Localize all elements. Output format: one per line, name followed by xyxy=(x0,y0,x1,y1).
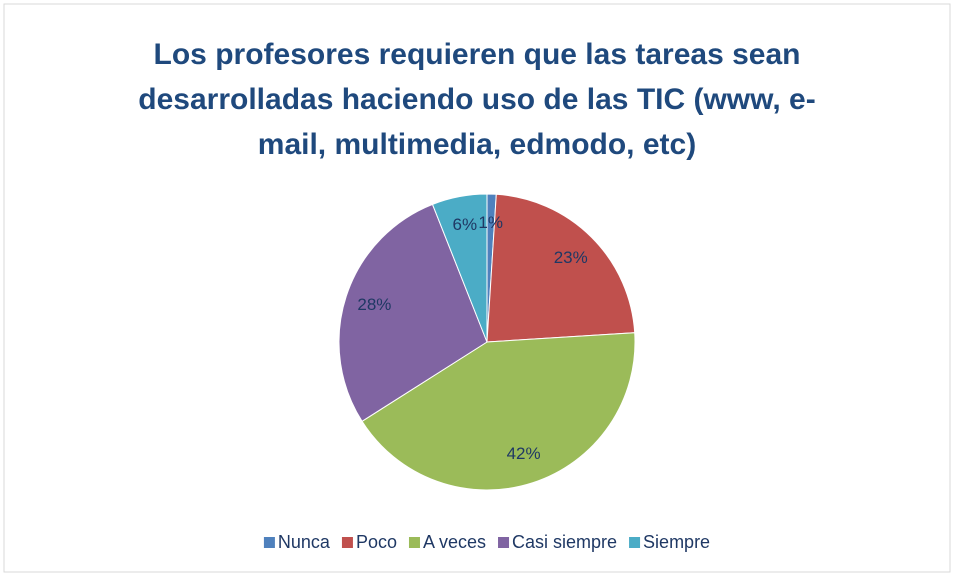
legend-label: Nunca xyxy=(278,532,331,552)
data-label: 6% xyxy=(453,215,478,234)
data-label: 28% xyxy=(357,295,391,314)
chart-border xyxy=(3,3,951,573)
legend-swatch xyxy=(341,537,353,548)
legend-label: A veces xyxy=(423,532,486,552)
data-label: 42% xyxy=(507,444,541,463)
legend-label: Siempre xyxy=(643,532,710,552)
legend-swatch xyxy=(263,537,275,548)
legend-swatch xyxy=(629,537,641,548)
pie-slice xyxy=(486,193,636,343)
pie-slice xyxy=(431,193,488,343)
legend-swatch xyxy=(408,537,420,548)
chart-title: Los profesores requieren que las tareas … xyxy=(138,38,816,161)
legend-label: Poco xyxy=(356,532,397,552)
data-label: 1% xyxy=(478,213,503,232)
legend-swatch xyxy=(498,537,510,548)
data-label: 23% xyxy=(554,248,588,267)
pie-slice xyxy=(338,203,488,422)
pie-slice xyxy=(361,332,636,491)
legend-label: Casi siempre xyxy=(512,532,617,552)
